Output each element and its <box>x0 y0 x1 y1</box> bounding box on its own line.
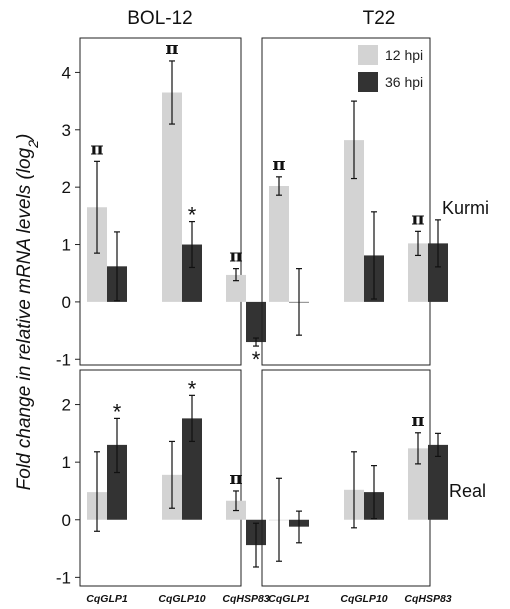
significance-asterisk: * <box>113 399 122 424</box>
significance-pi: π <box>229 246 242 267</box>
error-bar <box>169 60 175 125</box>
y-axis-label: Fold change in relative mRNA levels (log… <box>14 134 41 491</box>
panel-bol-12-real: -1 0 1 2 * * π <box>56 369 266 587</box>
error-bar <box>296 268 302 336</box>
error-bar <box>276 477 282 562</box>
significance-pi: π <box>411 208 424 229</box>
bar-cqglp10-12hpi <box>162 92 182 302</box>
error-bar <box>114 417 120 474</box>
y-tick-label: -1 <box>56 568 71 587</box>
legend-swatch <box>358 72 378 92</box>
y-tick-label: 1 <box>62 453 71 472</box>
y-tick-label: 0 <box>62 293 71 312</box>
error-bar <box>415 432 421 465</box>
panel-frame <box>79 369 242 587</box>
legend: 12 hpi 36 hpi <box>358 45 423 92</box>
error-bar <box>435 219 441 268</box>
y-tick-label: -1 <box>56 350 71 369</box>
row-label-real: Real <box>449 481 486 501</box>
error-bar <box>94 451 100 532</box>
error-bar <box>276 176 282 196</box>
bar-cqhsp83-36hpi <box>246 301 266 343</box>
y-tick-label: 2 <box>62 396 71 415</box>
bar-cqhsp83-12hpi <box>226 274 246 302</box>
bar-cqglp10-36hpi <box>182 418 202 520</box>
bar-cqglp1-36hpi <box>107 444 127 520</box>
significance-pi: π <box>90 138 103 159</box>
error-bar <box>253 522 259 568</box>
legend-swatch <box>358 45 378 65</box>
column-title-t22: T22 <box>363 8 396 29</box>
bar-cqglp1-12hpi <box>269 186 289 302</box>
panel-frame <box>261 369 431 587</box>
y-tick-label: 3 <box>62 121 71 140</box>
significance-pi: π <box>229 468 242 489</box>
error-bar <box>189 220 195 269</box>
category-label-cqglp1: CqGLP1 <box>268 593 310 605</box>
bar-cqhsp83-12hpi <box>408 243 428 302</box>
error-bar <box>253 337 259 347</box>
error-bar <box>351 100 357 180</box>
category-label-cqglp1: CqGLP1 <box>86 593 128 605</box>
row-label-kurmi: Kurmi <box>442 198 489 218</box>
error-bar <box>435 432 441 457</box>
panel-frame <box>261 37 431 366</box>
error-bar <box>415 230 421 257</box>
panel-t22-real: π <box>261 369 448 587</box>
legend-item-36hpi: 36 hpi <box>358 72 423 92</box>
error-bar <box>114 231 120 302</box>
panel-frame <box>79 37 242 366</box>
bar-cqglp10-36hpi <box>182 244 202 302</box>
y-tick-label: 1 <box>62 236 71 255</box>
error-bar <box>233 268 239 282</box>
significance-pi: π <box>272 154 285 175</box>
error-bar <box>371 465 377 520</box>
significance-pi: π <box>411 410 424 431</box>
error-bar <box>94 160 100 254</box>
error-bar <box>169 440 175 509</box>
bar-cqhsp83-36hpi <box>428 243 448 302</box>
category-label-cqglp10: CqGLP10 <box>340 593 387 605</box>
error-bar <box>371 211 377 300</box>
y-tick-label: 4 <box>62 63 71 82</box>
panel-bol-12-kurmi: -1 0 1 2 3 4 π π * π * <box>56 37 266 372</box>
error-bar <box>296 510 302 544</box>
significance-pi: π <box>165 38 178 59</box>
error-bar <box>189 394 195 443</box>
panel-t22-kurmi: ππ <box>261 37 448 366</box>
category-label-cqhsp83: CqHSP83 <box>404 593 451 605</box>
bar-cqhsp83-12hpi <box>408 448 428 520</box>
legend-label: 36 hpi <box>385 74 423 90</box>
y-tick-label: 2 <box>62 178 71 197</box>
error-bar <box>351 451 357 529</box>
category-label-cqhsp83: CqHSP83 <box>222 593 269 605</box>
significance-asterisk: * <box>252 347 261 372</box>
bar-cqglp1-12hpi <box>87 207 107 302</box>
significance-asterisk: * <box>188 203 197 228</box>
category-label-cqglp10: CqGLP10 <box>158 593 205 605</box>
column-title-bol-12: BOL-12 <box>127 8 192 29</box>
significance-asterisk: * <box>188 376 197 401</box>
bar-cqhsp83-36hpi <box>428 444 448 520</box>
legend-item-12hpi: 12 hpi <box>358 45 423 65</box>
error-bar <box>233 490 239 512</box>
y-tick-label: 0 <box>62 511 71 530</box>
bar-cqglp10-12hpi <box>344 140 364 302</box>
legend-label: 12 hpi <box>385 47 423 63</box>
